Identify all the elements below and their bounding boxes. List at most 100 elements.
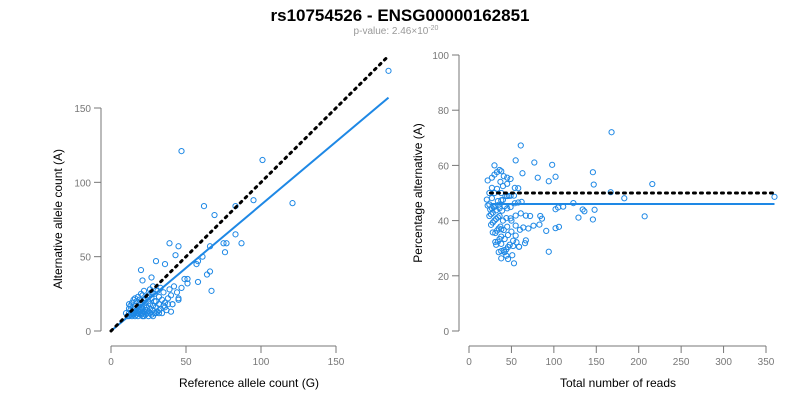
right-data-point [504, 205, 511, 212]
left-x-tick-label: 150 [328, 357, 345, 368]
left-data-point [181, 275, 188, 283]
right-data-point [498, 168, 505, 175]
right-data-point [522, 212, 529, 219]
left-x-tick-label: 100 [253, 357, 270, 368]
left-data-point [200, 203, 208, 210]
right-data-point [537, 212, 544, 220]
right-data-point [504, 231, 512, 239]
right-x-tick-label: 100 [546, 357, 563, 368]
left-data-point [221, 249, 229, 256]
left-data-point [146, 301, 154, 308]
right-data-point [519, 170, 526, 177]
left-data-point [259, 156, 266, 164]
left-data-point [203, 271, 211, 278]
right-data-point [552, 225, 559, 232]
right-data-point [545, 248, 552, 255]
right-data-point [534, 174, 541, 181]
left-data-point [163, 307, 170, 314]
left-data-point [151, 298, 158, 305]
left-data-point [130, 296, 137, 303]
right-data-point [555, 223, 563, 230]
right-data-point [607, 189, 614, 196]
right-data-point [498, 255, 505, 262]
left-data-point [161, 261, 169, 268]
right-data-point [484, 177, 491, 184]
left-data-point [125, 301, 133, 308]
right-y-tick-label: 20 [438, 272, 450, 283]
right-data-point [510, 260, 518, 267]
right-data-point [522, 237, 529, 244]
right-x-tick-label: 150 [588, 357, 605, 368]
right-data-point [503, 214, 510, 222]
right-data-point [589, 169, 596, 176]
left-data-point [137, 307, 145, 314]
left-data-point [137, 266, 145, 274]
right-data-point [486, 212, 493, 220]
right-data-point [589, 216, 596, 223]
right-y-label: Percentage alternative (A) [411, 123, 425, 262]
left-data-point [238, 240, 245, 247]
right-data-point [581, 208, 588, 215]
right-x-tick-label: 350 [758, 357, 775, 368]
right-data-point [489, 219, 496, 226]
left-data-point [184, 280, 191, 287]
right-data-point [579, 206, 586, 213]
right-data-point [590, 181, 597, 188]
left-data-point [158, 296, 166, 303]
left-data-point [220, 240, 227, 247]
right-data-point [507, 215, 514, 222]
right-data-point [521, 240, 529, 247]
right-data-point [496, 166, 503, 174]
right-data-point [517, 210, 524, 217]
right-data-point [536, 221, 543, 228]
right-data-point [512, 222, 519, 229]
right-data-point [496, 205, 503, 212]
right-data-point [552, 173, 559, 180]
right-data-point [488, 195, 496, 202]
right-y-tick-label: 80 [438, 106, 450, 117]
left-data-point [155, 293, 163, 300]
left-data-point [206, 268, 214, 275]
right-data-point [498, 240, 505, 247]
p-value-exponent: -20 [428, 25, 438, 32]
right-y-tick-label: 40 [438, 217, 450, 228]
left-data-point [169, 301, 176, 308]
right-data-point [512, 232, 519, 239]
right-y-tick-label: 60 [438, 161, 450, 172]
p-value-text: p-value: 2.46×10 [354, 26, 429, 37]
left-data-point [139, 277, 146, 284]
right-x-tick-label: 300 [715, 357, 732, 368]
right-data-point [509, 252, 516, 259]
right-data-point [511, 184, 518, 191]
left-data-point [223, 240, 230, 247]
left-y-tick-label: 50 [80, 253, 92, 264]
left-data-point [193, 261, 200, 268]
left-data-point [194, 278, 202, 286]
right-data-point [503, 252, 510, 259]
right-data-point [530, 222, 537, 229]
right-data-point [488, 184, 496, 191]
right-data-point [499, 196, 507, 203]
right-data-point [525, 225, 532, 232]
left-y-label: Alternative allele count (A) [51, 149, 65, 289]
left-data-point [175, 243, 182, 250]
right-data-point [641, 213, 648, 220]
left-data-point [140, 287, 148, 294]
left-data-point [158, 310, 166, 317]
left-data-point [148, 274, 155, 281]
left-data-point [145, 313, 152, 320]
right-data-point [512, 157, 519, 164]
right-data-point [496, 212, 503, 220]
right-x-tick-label: 50 [506, 357, 518, 368]
left-data-point [164, 295, 172, 302]
right-data-point [501, 235, 508, 243]
left-data-point [173, 289, 181, 296]
right-data-point [498, 226, 505, 233]
left-data-point [166, 286, 173, 293]
left-data-point [208, 287, 215, 294]
right-data-point [491, 162, 498, 169]
chart-subtitle: p-value: 2.46×10-20 [354, 25, 439, 37]
right-data-point [504, 223, 511, 230]
right-data-point [500, 173, 507, 180]
